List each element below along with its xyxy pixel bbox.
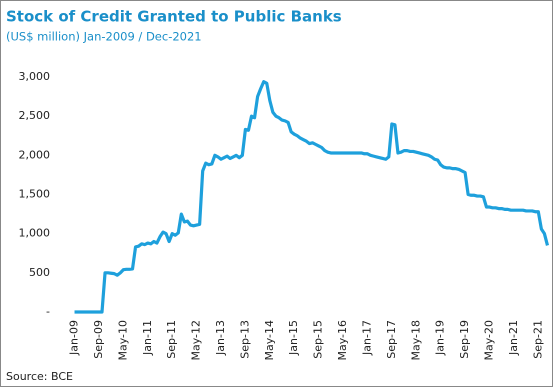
x-tick-label: May-12: [190, 320, 203, 361]
x-tick-label: Jan-19: [434, 320, 447, 356]
x-tick-label: May-18: [409, 320, 422, 361]
x-tick-label: Sep-11: [165, 320, 178, 359]
y-tick-label: -: [46, 305, 50, 318]
x-tick-label: Jan-21: [507, 320, 520, 356]
y-tick-label: 2,000: [19, 148, 51, 161]
y-tick-label: 3,000: [19, 70, 51, 83]
x-tick-label: May-14: [263, 320, 276, 361]
x-tick-label: Jan-17: [360, 320, 373, 356]
x-tick-label: Sep-19: [458, 320, 471, 359]
x-tick-label: Sep-13: [238, 320, 251, 359]
x-tick-label: Sep-09: [92, 320, 105, 359]
y-tick-label: 1,500: [19, 188, 51, 201]
x-tick-label: Jan-13: [214, 320, 227, 356]
x-tick-label: Sep-17: [385, 320, 398, 359]
line: [74, 80, 550, 314]
chart-title: Stock of Credit Granted to Public Banks: [6, 8, 342, 26]
chart-subtitle: (US$ million) Jan-2009 / Dec-2021: [6, 30, 202, 44]
x-tick-label: Sep-21: [531, 320, 544, 359]
x-tick-label: Jan-15: [287, 320, 300, 356]
x-tick-label: Jan-09: [68, 320, 81, 356]
y-tick-label: 1,000: [19, 227, 51, 240]
x-tick-label: Jan-11: [141, 320, 154, 356]
source: Source: BCE: [6, 370, 73, 383]
x-tick-label: Sep-15: [312, 320, 325, 359]
y-tick-label: 500: [29, 266, 50, 279]
x-tick-label: May-20: [483, 320, 496, 361]
x-tick-label: May-10: [116, 320, 129, 361]
y-tick-label: 2,500: [19, 109, 51, 122]
x-tick-label: May-16: [336, 320, 349, 361]
